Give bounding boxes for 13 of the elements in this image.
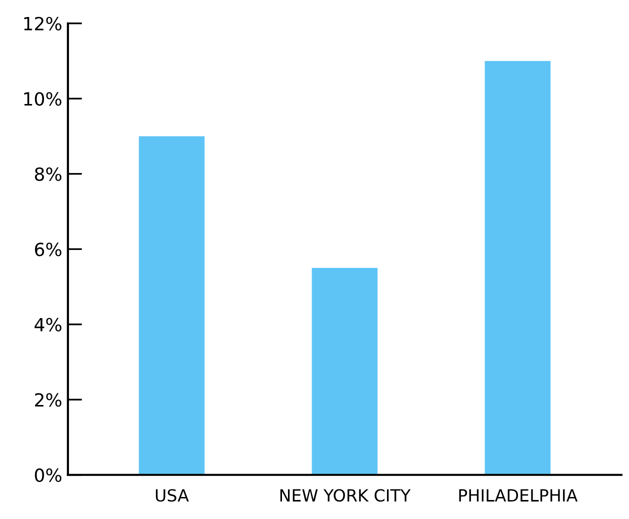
x-tick-label: NEW YORK CITY xyxy=(280,489,411,502)
x-tick-label: USA xyxy=(156,489,189,502)
y-tick-label: 2% xyxy=(35,393,62,407)
x-tick-label: PHILADELPHIA xyxy=(459,489,578,502)
bar xyxy=(138,136,205,475)
y-tick-label: 6% xyxy=(34,242,62,256)
y-tick-label: 12% xyxy=(24,16,62,30)
bar xyxy=(484,60,551,475)
y-tick-label: 10% xyxy=(24,92,62,106)
y-tick-label: 8% xyxy=(34,167,62,181)
y-tick-label: 4% xyxy=(34,318,62,332)
y-tick-label: 0% xyxy=(34,468,62,482)
bar xyxy=(312,268,378,475)
